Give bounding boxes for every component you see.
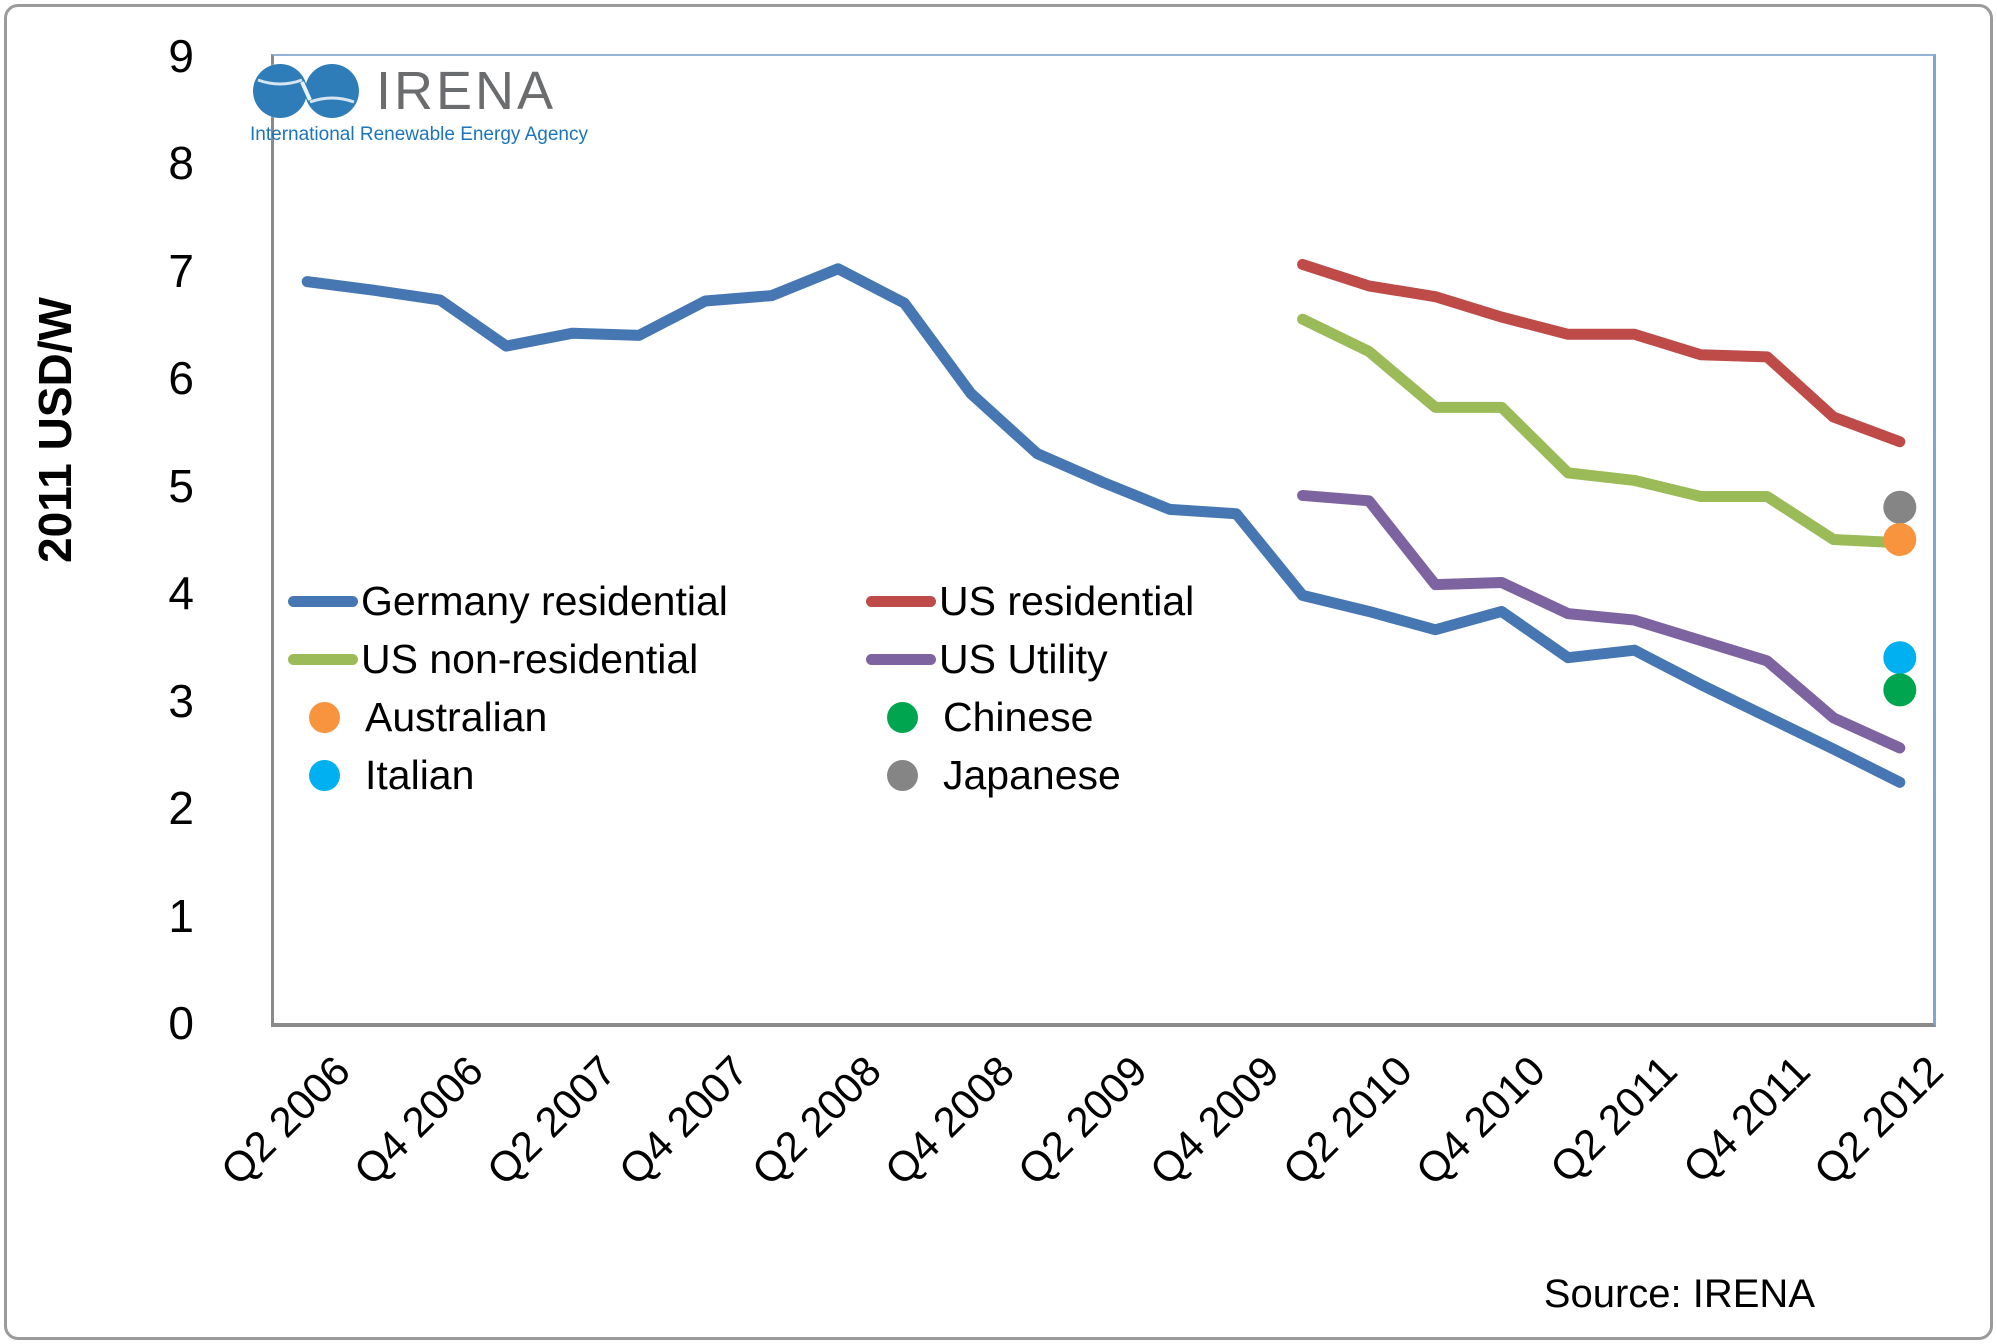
- irena-logo-name: IRENA: [376, 61, 557, 121]
- point-marker-chinese: [1883, 673, 1917, 707]
- y-tick-label-7: 7: [168, 244, 194, 297]
- legend-label-us-utility: US Utility: [939, 635, 1108, 682]
- legend-dot-marker-australian: [309, 701, 340, 733]
- point-marker-australian: [1883, 523, 1917, 556]
- legend-item-chinese: Chinese: [866, 688, 1093, 746]
- series-line-us-utility: [1297, 489, 1906, 754]
- legend-item-germany-residential: Germany residential: [288, 572, 728, 630]
- y-tick-label-4: 4: [168, 567, 194, 620]
- legend-item-us-utility: US Utility: [866, 630, 1108, 688]
- legend-line-marker-us-utility: [866, 653, 936, 665]
- legend-label-germany-residential: Germany residential: [361, 577, 728, 624]
- legend-item-us-non-residential: US non-residential: [288, 630, 698, 688]
- y-tick-label-0: 0: [168, 997, 194, 1049]
- legend-item-australian: Australian: [288, 688, 547, 746]
- series-line-us-residential: [1297, 258, 1906, 448]
- legend-label-japanese: Japanese: [943, 751, 1121, 798]
- legend-label-us-residential: US residential: [939, 577, 1195, 624]
- series-line-germany-residential: [301, 263, 1906, 788]
- plot-area: [271, 54, 1936, 1027]
- legend-label-australian: Australian: [365, 693, 548, 740]
- y-tick-label-8: 8: [168, 137, 194, 190]
- y-tick-label-1: 1: [168, 889, 194, 942]
- legend-line-marker-us-non-residential: [288, 653, 358, 665]
- legend-label-us-non-residential: US non-residential: [361, 635, 699, 682]
- source-note: Source: IRENA: [1543, 1272, 1815, 1316]
- irena-logo: IRENA International Renewable Energy Age…: [250, 60, 588, 146]
- y-tick-label-5: 5: [168, 459, 194, 512]
- y-tick-label-9: 9: [168, 30, 194, 82]
- legend-item-japanese: Japanese: [866, 746, 1121, 804]
- legend-label-chinese: Chinese: [943, 693, 1094, 740]
- y-tick-label-3: 3: [168, 674, 194, 727]
- legend-line-marker-us-residential: [866, 595, 936, 607]
- legend-dot-marker-italian: [309, 759, 340, 791]
- legend-dot-marker-chinese: [887, 701, 918, 733]
- series-line-us-non-residential: [1297, 313, 1906, 549]
- legend-item-italian: Italian: [288, 746, 474, 804]
- y-tick-label-2: 2: [168, 782, 194, 835]
- irena-logo-subtitle: International Renewable Energy Agency: [250, 124, 589, 145]
- point-marker-japanese: [1883, 490, 1917, 524]
- irena-globes-icon: [250, 64, 362, 118]
- chart-legend: Germany residential US residential US non-…: [288, 572, 1488, 804]
- legend-item-us-residential: US residential: [866, 572, 1194, 630]
- legend-label-italian: Italian: [365, 751, 475, 798]
- y-axis-title: 2011 USD/W: [29, 297, 81, 563]
- point-marker-italian: [1883, 641, 1917, 675]
- legend-line-marker-germany-residential: [288, 595, 358, 607]
- y-tick-label-6: 6: [168, 352, 194, 405]
- legend-dot-marker-japanese: [887, 759, 918, 791]
